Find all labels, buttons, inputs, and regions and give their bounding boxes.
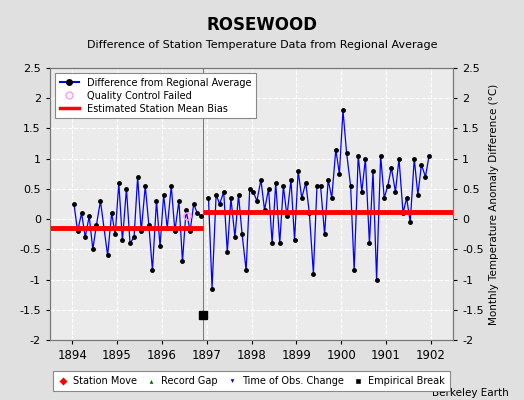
Legend: Difference from Regional Average, Quality Control Failed, Estimated Station Mean: Difference from Regional Average, Qualit…: [54, 73, 256, 118]
Text: Difference of Station Temperature Data from Regional Average: Difference of Station Temperature Data f…: [87, 40, 437, 50]
Text: ROSEWOOD: ROSEWOOD: [206, 16, 318, 34]
Text: Berkeley Earth: Berkeley Earth: [432, 388, 508, 398]
Y-axis label: Monthly Temperature Anomaly Difference (°C): Monthly Temperature Anomaly Difference (…: [489, 83, 499, 325]
Legend: Station Move, Record Gap, Time of Obs. Change, Empirical Break: Station Move, Record Gap, Time of Obs. C…: [53, 372, 450, 391]
